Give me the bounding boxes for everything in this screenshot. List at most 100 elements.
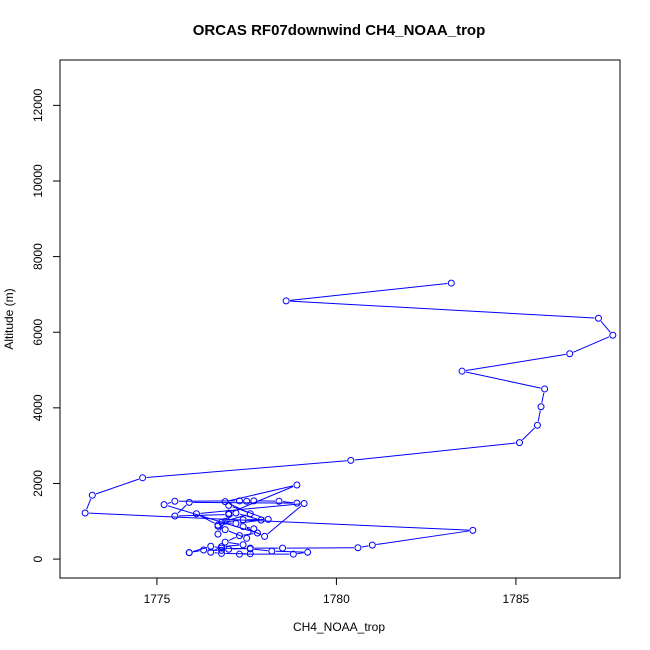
series-line-segment (199, 515, 215, 524)
data-point (225, 545, 233, 553)
data-point (282, 297, 290, 305)
data-point (293, 499, 301, 507)
data-point (368, 541, 376, 549)
data-point (160, 501, 168, 509)
data-point (200, 546, 208, 554)
data-point (515, 439, 523, 447)
data-point (81, 509, 89, 517)
data-point (207, 548, 215, 556)
data-point (225, 509, 233, 517)
data-point (235, 497, 243, 505)
data-point (566, 350, 574, 358)
series-line-segment (465, 353, 566, 372)
y-tick-label: 12000 (31, 88, 45, 122)
y-tick-label: 2000 (31, 470, 45, 497)
data-point (594, 314, 602, 322)
series-line-segment (228, 530, 244, 538)
series-line-segment (95, 478, 139, 495)
data-point (214, 530, 222, 538)
data-point (289, 550, 297, 558)
data-point (235, 532, 243, 540)
series-line-segment (243, 533, 254, 536)
series-line-segment (267, 505, 302, 535)
series-line-segment (146, 460, 347, 478)
data-point (225, 501, 233, 509)
series-line-segment (167, 501, 172, 504)
data-point (171, 497, 179, 505)
series-line-segment (376, 530, 469, 546)
data-point (304, 548, 312, 556)
data-point (261, 532, 269, 540)
data-point (458, 367, 466, 375)
data-point (300, 500, 308, 508)
series-line-segment (214, 548, 219, 551)
y-tick-label: 0 (31, 555, 45, 562)
data-point (171, 512, 179, 520)
series-line-segment (225, 547, 247, 550)
data-point (279, 544, 287, 552)
series-line-segment (86, 498, 92, 510)
data-point (293, 481, 301, 489)
series-line-segment (228, 536, 237, 541)
data-point (218, 546, 226, 554)
series-line-segment (192, 546, 208, 553)
data-point (250, 497, 258, 505)
series-line-segment (89, 512, 469, 531)
y-tick-label: 10000 (31, 164, 45, 198)
data-point (354, 544, 362, 552)
data-point (246, 510, 254, 518)
x-axis: 1775 1780 1785 (144, 577, 530, 606)
data-point (239, 541, 247, 549)
series-line-segment (167, 505, 254, 533)
series-line-segment (573, 336, 610, 353)
series-line-segment (246, 526, 251, 529)
series-line-segment (228, 514, 247, 521)
data-point (88, 491, 96, 499)
data-point (185, 549, 193, 557)
data-point (239, 516, 247, 524)
data-point (541, 385, 549, 393)
series-line-segment (522, 427, 535, 441)
data-point (218, 549, 226, 557)
data-point (192, 510, 200, 518)
data-point (347, 456, 355, 464)
series-line-segment (297, 552, 304, 555)
series-line-segment (290, 300, 595, 319)
data-point (533, 421, 541, 429)
series-line-segment (248, 531, 252, 536)
data-point (264, 515, 272, 523)
data-point (469, 526, 477, 534)
series-line-segment (219, 524, 224, 531)
data-point (221, 517, 229, 525)
data-point (257, 516, 265, 524)
data-point (537, 403, 545, 411)
series-line-segment (229, 542, 240, 545)
data-point (221, 498, 229, 506)
series-line-segment (200, 503, 301, 514)
series-line-segment (282, 501, 293, 504)
data-point (239, 523, 247, 531)
data-point (246, 545, 254, 553)
data-point (221, 526, 229, 534)
series-line-segment (193, 550, 200, 553)
series-line-segment (600, 320, 611, 333)
series-line-segment (178, 514, 225, 517)
data-point (232, 509, 240, 517)
series-line-segment (290, 283, 448, 301)
data-point (609, 331, 617, 339)
series-line-segment (537, 410, 541, 422)
y-tick-label: 8000 (31, 243, 45, 270)
y-tick-label: 4000 (31, 394, 45, 421)
series-line-segment (193, 501, 293, 504)
y-axis: 0 2000 4000 6000 8000 10000 12000 (31, 88, 61, 562)
series-line-segment (232, 486, 294, 513)
x-tick-label: 1775 (144, 592, 171, 606)
data-point (243, 497, 251, 505)
data-point (232, 520, 240, 528)
data-point (243, 534, 251, 542)
data-point (268, 547, 276, 555)
data-point (214, 521, 222, 529)
data-point (221, 538, 229, 546)
x-axis-label: CH4_NOAA_trop (293, 620, 385, 634)
